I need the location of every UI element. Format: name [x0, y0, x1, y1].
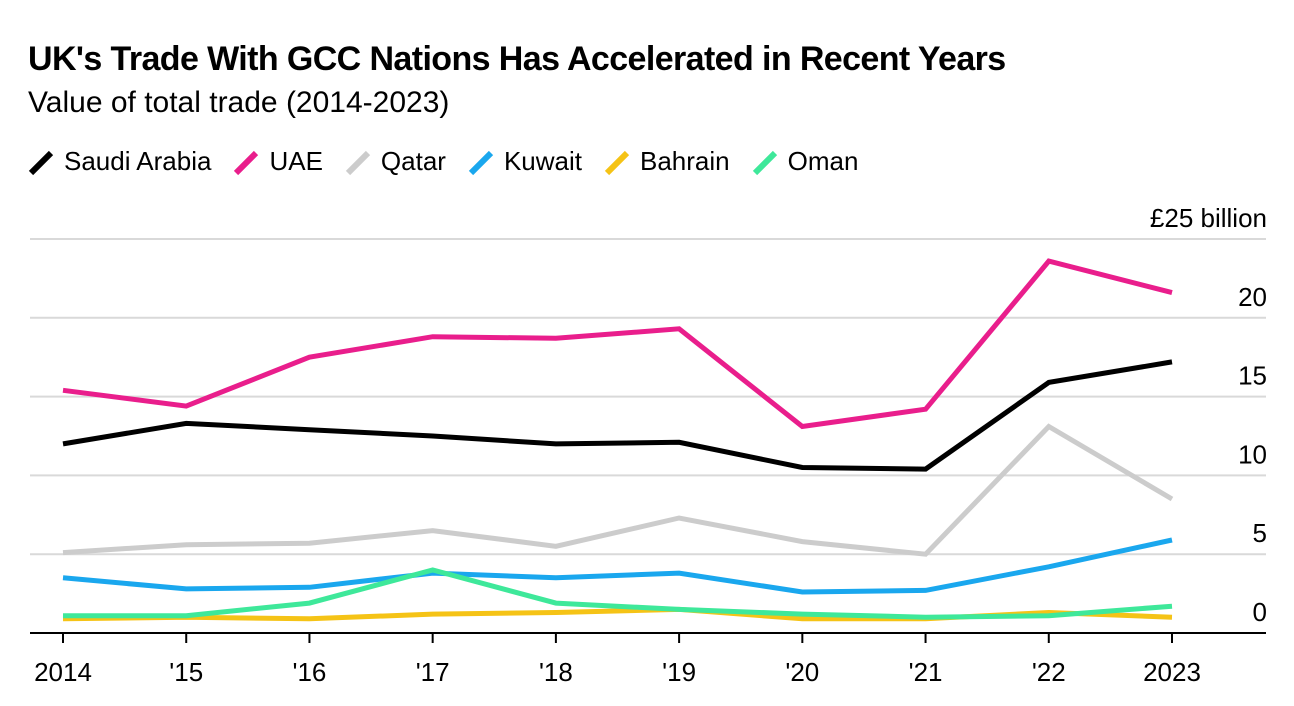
legend-item-uae: UAE [233, 146, 323, 177]
x-tick-label: '18 [539, 657, 573, 687]
legend-label: Bahrain [640, 146, 730, 176]
legend-item-kuwait: Kuwait [468, 146, 582, 177]
legend-item-saudi-arabia: Saudi Arabia [28, 146, 211, 177]
y-tick-label: 0 [1253, 597, 1267, 627]
legend-swatch [28, 147, 54, 177]
legend: Saudi Arabia UAE Qatar Kuwait Bahrain Oman [28, 146, 880, 177]
chart-title: UK's Trade With GCC Nations Has Accelera… [28, 40, 1006, 78]
series-line-saudi-arabia [62, 359, 1173, 472]
x-tick-label: 2023 [1143, 657, 1201, 687]
x-tick-label: '15 [169, 657, 203, 687]
x-tick-label: '19 [662, 657, 696, 687]
x-tick-label: '21 [909, 657, 943, 687]
series-line-kuwait [62, 537, 1173, 595]
chart-subtitle: Value of total trade (2014-2023) [28, 86, 450, 119]
legend-swatch [468, 147, 494, 177]
y-tick-label: 10 [1238, 439, 1267, 469]
legend-label: Kuwait [503, 146, 582, 176]
legend-swatch [752, 147, 778, 177]
x-tick-label: '17 [416, 657, 450, 687]
legend-label: Qatar [380, 146, 446, 176]
series-line-uae [62, 258, 1173, 430]
legend-label: Saudi Arabia [64, 146, 212, 176]
x-tick-label: '22 [1032, 657, 1066, 687]
x-tick-label: '16 [292, 657, 326, 687]
legend-item-bahrain: Bahrain [604, 146, 730, 177]
legend-item-oman: Oman [752, 146, 859, 177]
y-tick-label: 20 [1238, 282, 1267, 312]
x-tick-label: 2014 [34, 657, 92, 687]
legend-label: Oman [787, 146, 859, 176]
legend-swatch [345, 147, 371, 177]
y-tick-label: £25 billion [1150, 203, 1267, 233]
y-tick-label: 5 [1253, 518, 1267, 548]
x-tick-label: '20 [785, 657, 819, 687]
y-tick-label: 15 [1238, 361, 1267, 391]
legend-swatch [604, 147, 630, 177]
legend-item-qatar: Qatar [345, 146, 446, 177]
legend-label: UAE [269, 146, 323, 176]
series-line-qatar [62, 423, 1174, 557]
series-line-oman [63, 567, 1173, 620]
legend-swatch [233, 147, 259, 177]
